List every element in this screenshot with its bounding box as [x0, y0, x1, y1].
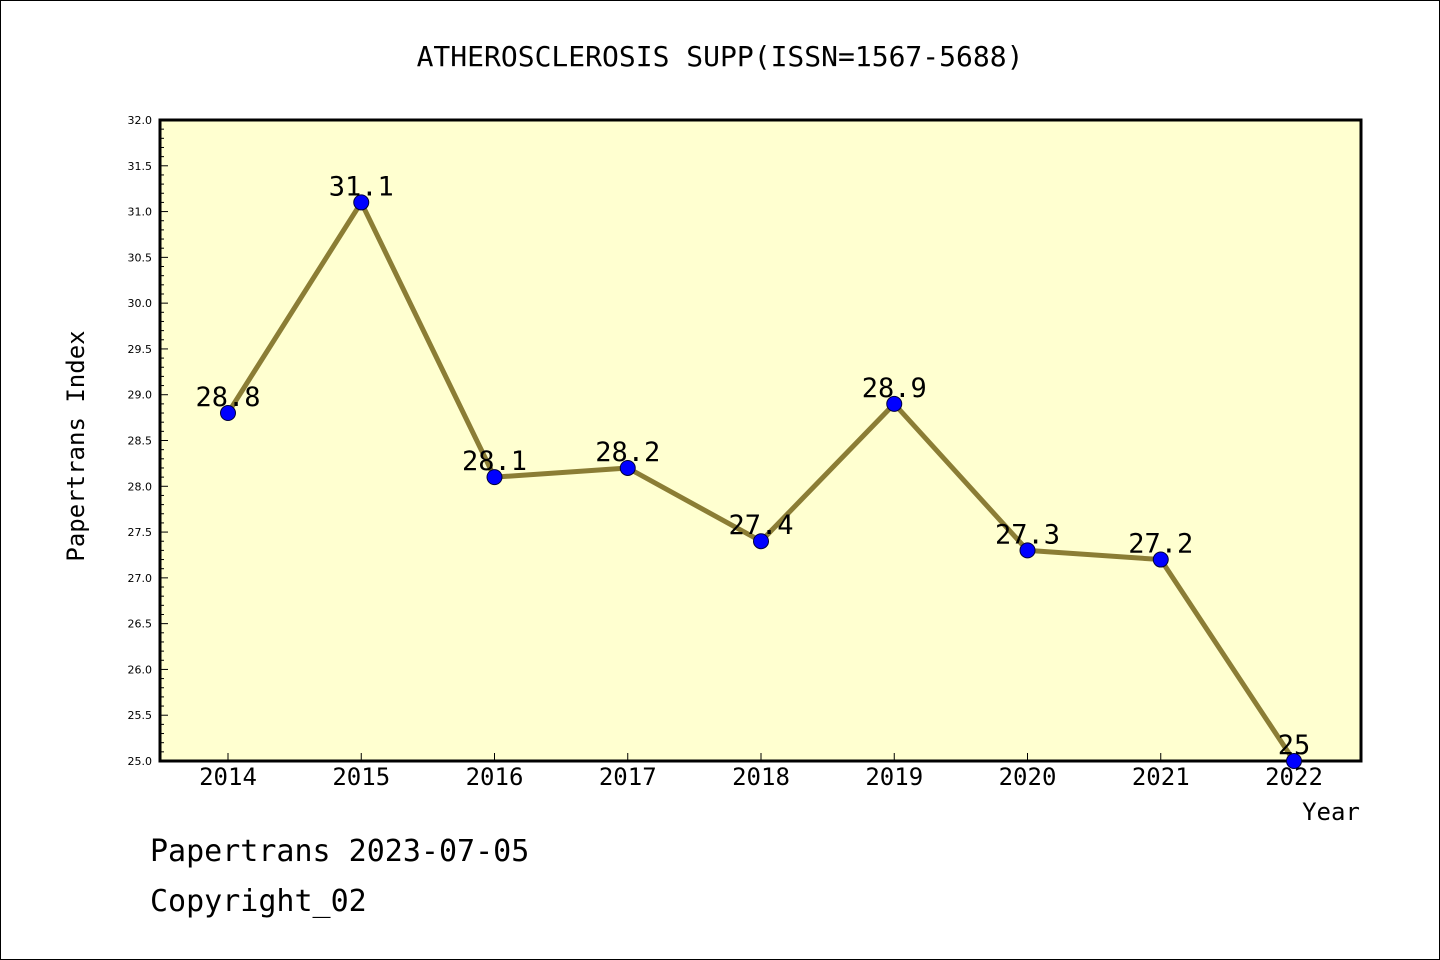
data-label: 28.2 — [595, 437, 660, 468]
data-point — [753, 533, 769, 550]
data-label: 27.4 — [728, 510, 793, 541]
y-tick-label: 28.5 — [128, 435, 153, 448]
data-point — [1152, 551, 1169, 568]
data-point — [353, 194, 370, 211]
chart-title: ATHEROSCLEROSIS SUPP(ISSN=1567-5688) — [417, 40, 1024, 73]
plot-area — [158, 118, 1363, 763]
y-tick-label: 30.0 — [128, 297, 153, 310]
data-point — [220, 405, 236, 422]
x-tick-label: 2020 — [999, 763, 1057, 791]
y-tick-label: 29.0 — [128, 389, 153, 402]
y-axis-label: Papertrans Index — [62, 330, 90, 561]
data-point — [886, 395, 903, 412]
footer-date: Papertrans 2023-07-05 — [150, 834, 530, 869]
y-tick-label: 26.0 — [128, 663, 153, 676]
y-tick-label: 25.5 — [128, 709, 153, 722]
data-label: 27.2 — [1128, 529, 1193, 560]
data-points — [220, 194, 1302, 769]
x-tick-label: 2014 — [199, 763, 257, 791]
x-tick-label: 2016 — [466, 763, 524, 791]
y-tick-label: 25.0 — [128, 755, 153, 768]
y-tick-label: 27.0 — [128, 572, 153, 585]
x-axis-label: Year — [1302, 798, 1360, 826]
x-tick-label: 2019 — [865, 763, 923, 791]
data-label: 28.9 — [862, 373, 927, 404]
y-tick-label: 32.0 — [128, 114, 153, 127]
y-tick-label: 31.0 — [128, 206, 153, 219]
y-tick-label: 29.5 — [128, 343, 153, 356]
y-axis: 25.0 25.5 26.0 26.5 27.0 27.5 28.0 28.5 29.0 29.5… — [128, 114, 168, 768]
footer-copyright: Copyright_02 — [150, 884, 367, 919]
x-axis: 2014 2015 2016 2017 2018 2019 2020 2021 2022 — [199, 753, 1323, 791]
x-tick-label: 2015 — [332, 763, 390, 791]
y-tick-label: 30.5 — [128, 251, 153, 264]
data-label: 31.1 — [329, 171, 394, 202]
x-tick-label: 2017 — [599, 763, 657, 791]
data-labels: 28.8 31.1 28.1 28.2 27.4 28.9 27.3 27.2 25 — [195, 171, 1310, 761]
data-label: 25 — [1278, 730, 1311, 761]
data-point — [1019, 542, 1036, 559]
data-label: 28.8 — [195, 382, 260, 413]
x-tick-label: 2018 — [732, 763, 790, 791]
data-point — [619, 459, 636, 476]
data-point — [486, 469, 503, 486]
data-point — [1286, 753, 1302, 769]
data-label: 28.1 — [462, 446, 527, 477]
data-label: 27.3 — [995, 519, 1060, 550]
y-tick-label: 26.5 — [128, 618, 153, 631]
y-tick-label: 31.5 — [128, 160, 153, 173]
y-tick-label: 28.0 — [128, 480, 153, 493]
y-tick-label: 27.5 — [128, 526, 153, 539]
x-tick-label: 2021 — [1132, 763, 1190, 791]
